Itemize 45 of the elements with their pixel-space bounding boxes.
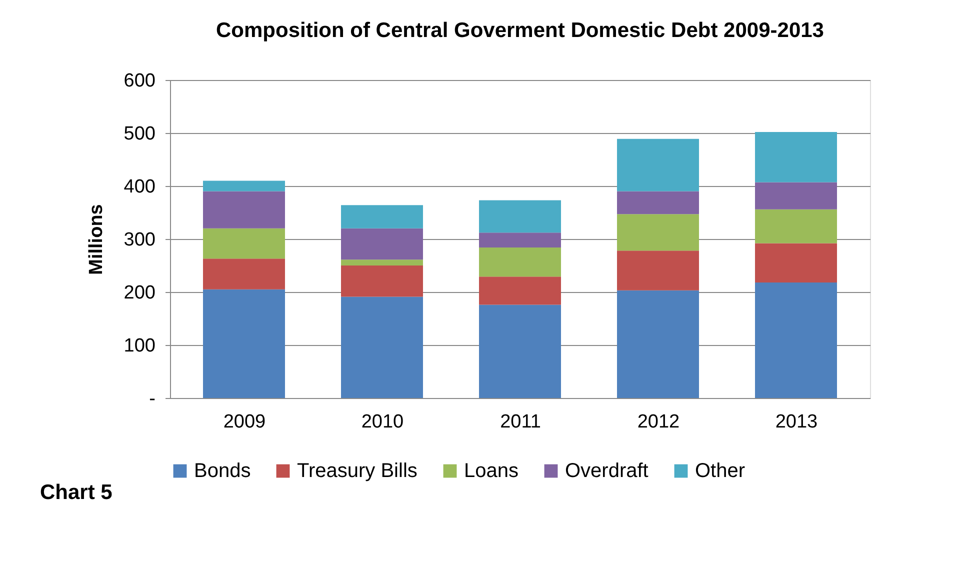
x-tick-label: 2013 [775,412,818,432]
bar [341,296,423,398]
legend-label: Overdraft [565,460,649,482]
legend-label: Loans [464,460,518,482]
bar [341,205,423,228]
bar [479,200,561,233]
bar [479,232,561,248]
y-tick-label: 300 [124,230,156,250]
bar [203,289,285,398]
bar [617,214,699,251]
bar [479,247,561,277]
bar [341,228,423,260]
bar [617,191,699,214]
bar [341,266,423,297]
bar [755,209,837,244]
bar [617,250,699,290]
x-tick-label: 2009 [223,412,266,432]
bar [617,290,699,398]
bar [203,180,285,192]
y-tick-label: 100 [124,336,156,356]
bar [203,228,285,259]
bar [755,282,837,398]
bar [617,138,699,192]
bar [203,191,285,228]
bar [755,182,837,210]
x-tick-label: 2010 [361,412,404,432]
bar [755,132,837,182]
bar [203,258,285,290]
y-tick-label: 400 [124,176,156,198]
y-tick-label: 500 [124,124,156,144]
x-tick-label: 2011 [500,412,541,432]
y-axis-title: Millions [86,204,107,275]
bar [479,304,561,398]
legend-label: Treasury Bills [297,460,418,482]
y-tick-label: - [149,388,156,410]
bar [755,243,837,282]
y-tick-label: 200 [124,282,156,304]
y-tick-label: 600 [124,70,156,92]
legend-label: Other [695,460,746,482]
chart-title: Composition of Central Goverment Domestic Debt 2009-2013 [216,19,824,42]
bar [341,260,423,266]
caption: Chart 5 [40,481,113,504]
legend-label: Bonds [194,460,251,482]
x-tick-label: 2012 [637,412,680,432]
bar [479,276,561,305]
